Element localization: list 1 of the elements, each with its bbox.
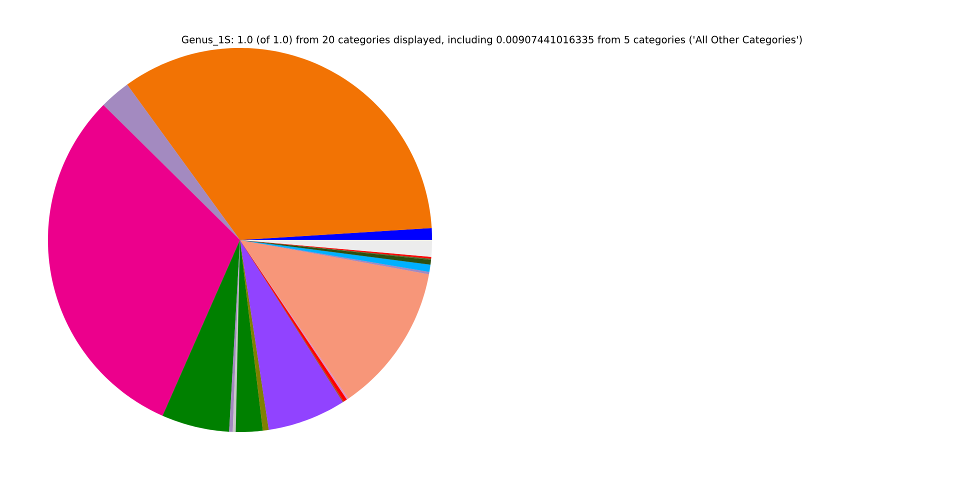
text: Genus_1S: 1.0 (of 1.0) from 20 categories displayed, including 0.00907441016335 from 5 categories ('All Other Categories') xyxy=(182,36,802,46)
